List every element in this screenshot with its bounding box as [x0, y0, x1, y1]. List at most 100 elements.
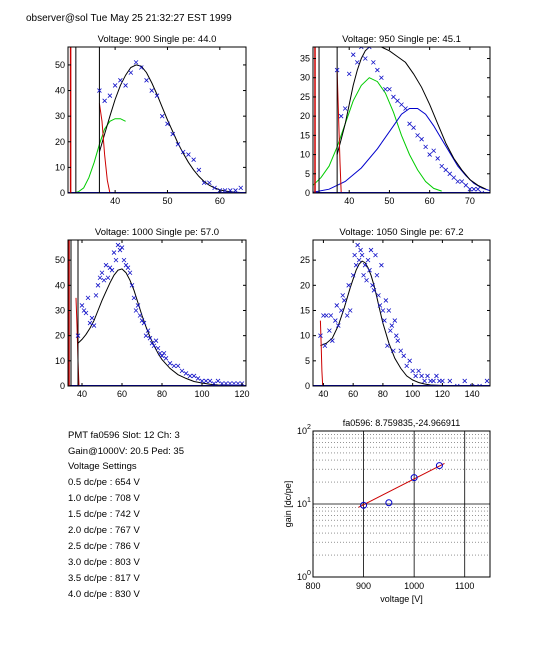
- data-point: [350, 272, 356, 278]
- data-point: [327, 328, 332, 333]
- data-point: [233, 188, 238, 193]
- fit-curve: [98, 64, 246, 193]
- y-tick-label: 10: [300, 150, 310, 160]
- plot-area: [313, 242, 490, 386]
- data-point: [340, 293, 346, 298]
- y-tick-label: 10: [55, 162, 65, 172]
- y-tick-label: 30: [55, 305, 65, 315]
- data-point: [215, 378, 221, 384]
- x-tick-label: 80: [378, 389, 388, 399]
- data-point: [113, 257, 119, 263]
- data-point: [477, 383, 482, 386]
- data-point: [95, 283, 101, 288]
- data-point: [358, 47, 364, 50]
- y-tick-label: 15: [300, 130, 310, 140]
- data-point: [363, 56, 368, 61]
- data-point: [431, 378, 436, 384]
- data-point: [228, 188, 233, 193]
- data-point: [358, 247, 363, 253]
- data-point: [107, 93, 113, 98]
- data-point: [131, 295, 137, 301]
- data-point: [338, 113, 344, 119]
- data-point: [410, 368, 415, 374]
- data-point: [211, 381, 217, 386]
- plot-area: [68, 47, 246, 193]
- data-point: [99, 270, 105, 276]
- data-point: [102, 98, 107, 104]
- data-point: [159, 113, 165, 119]
- data-point: [367, 267, 372, 273]
- data-point: [163, 356, 169, 361]
- data-point: [347, 308, 353, 313]
- voltage-setting-3: 2.0 dc/pe : 767 V: [68, 525, 140, 536]
- x-tick-label: 1000: [404, 581, 424, 591]
- data-point: [111, 250, 117, 255]
- x-tick-label: 120: [234, 389, 249, 399]
- data-point: [125, 265, 131, 270]
- histogram-panel-900v: Voltage: 900 Single pe: 44.0 40 50 60 0 10 20 3…: [55, 34, 247, 206]
- x-tick-label: 40: [77, 389, 87, 399]
- data-point: [196, 167, 202, 173]
- y-axis-label: gain [dc/pe]: [283, 481, 293, 528]
- data-point: [127, 270, 133, 276]
- gain-fit-line: [358, 462, 445, 508]
- data-point: [191, 157, 196, 162]
- data-point: [376, 293, 381, 298]
- y-tick-exponent: 1: [307, 497, 311, 504]
- data-point: [385, 343, 390, 349]
- data-point: [171, 363, 177, 369]
- data-point: [346, 283, 351, 288]
- y-tick-label: 50: [55, 255, 65, 265]
- data-point: [103, 262, 109, 268]
- data-point: [231, 381, 237, 386]
- gaussian-component-1: [313, 77, 442, 192]
- data-point: [203, 378, 209, 384]
- y-tick-label: 10: [297, 572, 307, 582]
- data-point: [467, 186, 473, 192]
- data-point: [118, 78, 123, 83]
- data-point: [201, 180, 207, 186]
- data-point: [144, 78, 149, 83]
- data-point: [386, 308, 392, 313]
- panel-title: Voltage: 1000 Single pe: 57.0: [95, 227, 219, 238]
- axes-frame: [67, 46, 247, 194]
- gain-info: Gain@1000V: 20.5 Ped: 35: [68, 446, 184, 457]
- data-point: [371, 288, 377, 293]
- data-point: [403, 106, 408, 111]
- y-tick-label: 5: [305, 169, 310, 179]
- data-point: [423, 144, 428, 150]
- fit-curve: [320, 260, 487, 386]
- y-tick-label: 20: [300, 280, 310, 290]
- y-tick-label: 20: [55, 137, 65, 147]
- histogram-panel-1050v: Voltage: 1050 Single pe: 67.240 60 80 100 12…: [300, 227, 491, 399]
- data-point: [161, 350, 167, 356]
- histogram-panel-1000v: Voltage: 1000 Single pe: 57.040 60 80 100 12…: [55, 227, 250, 399]
- x-tick-label: 60: [117, 389, 127, 399]
- data-point: [93, 293, 99, 298]
- data-point: [374, 272, 380, 278]
- data-point: [121, 257, 127, 263]
- y-tick-label: 10: [297, 426, 307, 436]
- x-tick-label: 60: [425, 196, 435, 206]
- data-point: [170, 131, 175, 137]
- y-tick-exponent: 0: [307, 570, 311, 577]
- data-point: [392, 318, 398, 323]
- x-axis-label: voltage [V]: [380, 594, 423, 604]
- data-point: [407, 358, 412, 364]
- data-point: [379, 75, 384, 81]
- data-point: [411, 125, 416, 130]
- data-point: [186, 152, 191, 157]
- data-point: [318, 333, 323, 338]
- data-point: [191, 373, 197, 379]
- data-point: [484, 378, 490, 384]
- data-point: [395, 338, 401, 343]
- y-tick-label: 40: [55, 280, 65, 290]
- data-point: [462, 378, 467, 384]
- plot-area: [313, 47, 490, 193]
- fit-curve: [336, 47, 487, 190]
- data-point: [459, 179, 465, 184]
- fit-curve: [77, 268, 243, 386]
- data-point: [75, 333, 81, 338]
- data-point: [383, 298, 389, 303]
- data-point: [187, 373, 193, 379]
